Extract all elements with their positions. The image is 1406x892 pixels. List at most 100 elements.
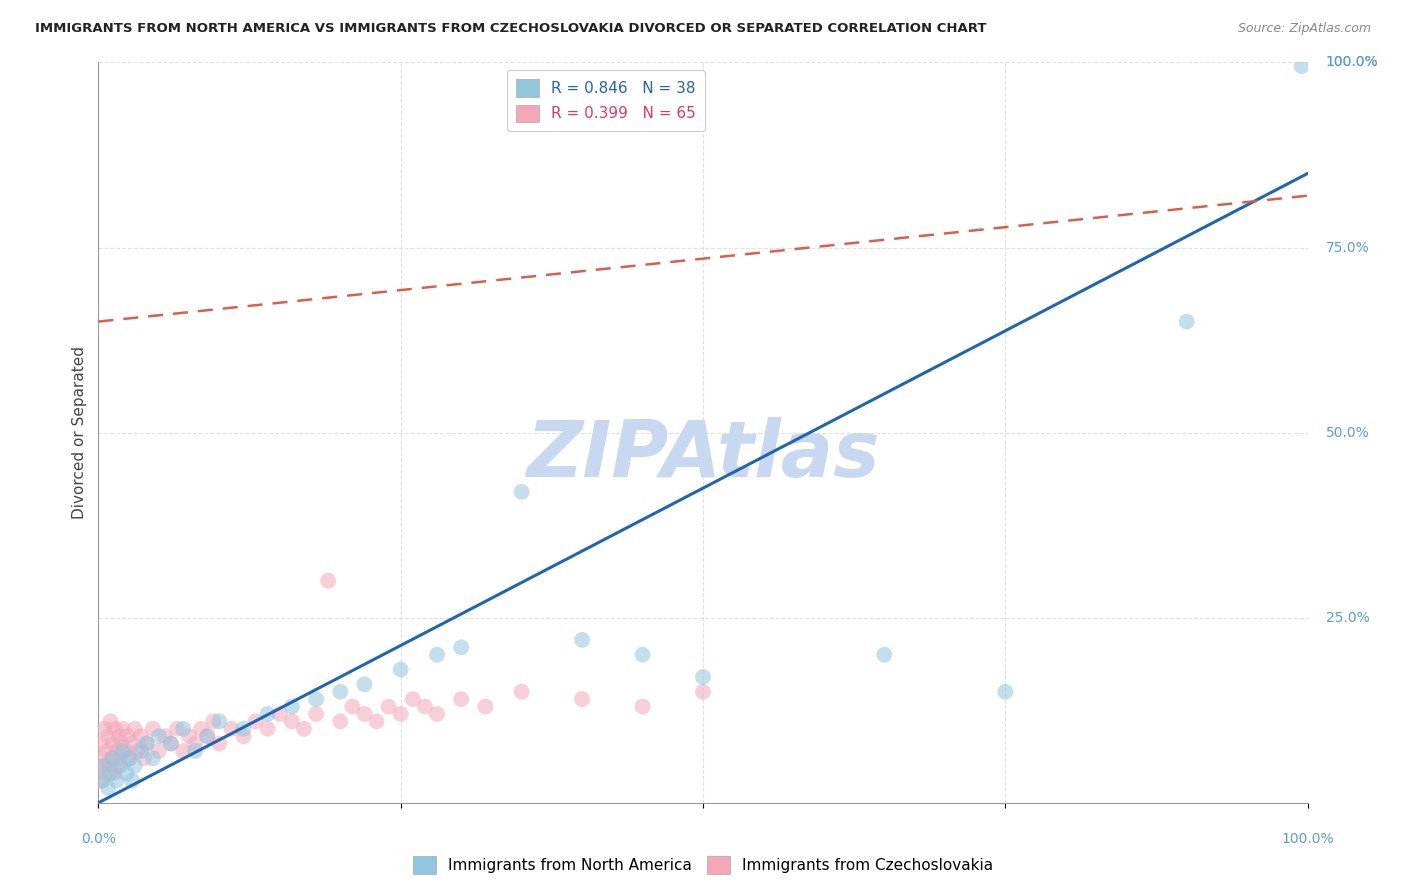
- Point: [107, 758, 129, 772]
- Point: [510, 484, 533, 499]
- Point: [281, 714, 304, 729]
- Text: 0.0%: 0.0%: [82, 832, 115, 847]
- Point: [93, 758, 115, 772]
- Point: [118, 751, 141, 765]
- Text: 50.0%: 50.0%: [1326, 425, 1369, 440]
- Point: [121, 737, 143, 751]
- Point: [631, 699, 654, 714]
- Point: [389, 706, 412, 721]
- Point: [96, 744, 118, 758]
- Point: [426, 706, 449, 721]
- Point: [124, 758, 146, 772]
- Point: [91, 773, 114, 788]
- Point: [108, 751, 131, 765]
- Point: [115, 766, 138, 780]
- Point: [93, 722, 115, 736]
- Point: [118, 751, 141, 765]
- Point: [873, 648, 896, 662]
- Point: [134, 751, 156, 765]
- Point: [148, 729, 170, 743]
- Point: [202, 714, 225, 729]
- Point: [148, 744, 170, 758]
- Point: [129, 744, 152, 758]
- Point: [129, 729, 152, 743]
- Point: [450, 692, 472, 706]
- Point: [316, 574, 339, 588]
- Point: [692, 670, 714, 684]
- Point: [153, 729, 176, 743]
- Point: [571, 632, 593, 647]
- Point: [692, 685, 714, 699]
- Point: [305, 706, 328, 721]
- Point: [89, 758, 111, 772]
- Point: [221, 722, 243, 736]
- Point: [184, 744, 207, 758]
- Point: [101, 751, 124, 765]
- Legend: Immigrants from North America, Immigrants from Czechoslovakia: Immigrants from North America, Immigrant…: [406, 850, 1000, 880]
- Point: [172, 744, 194, 758]
- Point: [256, 722, 278, 736]
- Point: [389, 663, 412, 677]
- Text: 25.0%: 25.0%: [1326, 611, 1369, 624]
- Text: ZIPAtlas: ZIPAtlas: [526, 417, 880, 493]
- Point: [329, 685, 352, 699]
- Point: [190, 722, 212, 736]
- Point: [103, 766, 125, 780]
- Point: [105, 773, 128, 788]
- Point: [160, 737, 183, 751]
- Point: [281, 699, 304, 714]
- Point: [631, 648, 654, 662]
- Point: [232, 729, 254, 743]
- Text: 100.0%: 100.0%: [1326, 55, 1378, 70]
- Point: [90, 737, 112, 751]
- Point: [184, 737, 207, 751]
- Point: [91, 773, 114, 788]
- Point: [1175, 315, 1198, 329]
- Point: [97, 729, 120, 743]
- Point: [142, 722, 165, 736]
- Point: [571, 692, 593, 706]
- Point: [413, 699, 436, 714]
- Point: [510, 685, 533, 699]
- Point: [94, 766, 117, 780]
- Point: [994, 685, 1017, 699]
- Text: Source: ZipAtlas.com: Source: ZipAtlas.com: [1237, 22, 1371, 36]
- Point: [353, 677, 375, 691]
- Point: [1291, 59, 1313, 73]
- Point: [100, 751, 122, 765]
- Text: IMMIGRANTS FROM NORTH AMERICA VS IMMIGRANTS FROM CZECHOSLOVAKIA DIVORCED OR SEPA: IMMIGRANTS FROM NORTH AMERICA VS IMMIGRA…: [35, 22, 987, 36]
- Point: [97, 780, 120, 795]
- Point: [292, 722, 315, 736]
- Point: [402, 692, 425, 706]
- Point: [208, 714, 231, 729]
- Point: [166, 722, 188, 736]
- Point: [117, 729, 139, 743]
- Point: [353, 706, 375, 721]
- Point: [474, 699, 496, 714]
- Point: [426, 648, 449, 662]
- Point: [172, 722, 194, 736]
- Point: [269, 706, 291, 721]
- Point: [305, 692, 328, 706]
- Point: [179, 729, 201, 743]
- Point: [245, 714, 267, 729]
- Point: [127, 744, 149, 758]
- Point: [111, 722, 134, 736]
- Point: [108, 729, 131, 743]
- Point: [142, 751, 165, 765]
- Legend: R = 0.846   N = 38, R = 0.399   N = 65: R = 0.846 N = 38, R = 0.399 N = 65: [508, 70, 706, 131]
- Point: [135, 737, 157, 751]
- Point: [366, 714, 388, 729]
- Point: [121, 773, 143, 788]
- Y-axis label: Divorced or Separated: Divorced or Separated: [72, 346, 87, 519]
- Point: [135, 737, 157, 751]
- Point: [100, 766, 122, 780]
- Point: [377, 699, 399, 714]
- Point: [98, 758, 121, 772]
- Point: [329, 714, 352, 729]
- Point: [105, 744, 128, 758]
- Point: [195, 729, 218, 743]
- Point: [160, 737, 183, 751]
- Point: [450, 640, 472, 655]
- Point: [256, 706, 278, 721]
